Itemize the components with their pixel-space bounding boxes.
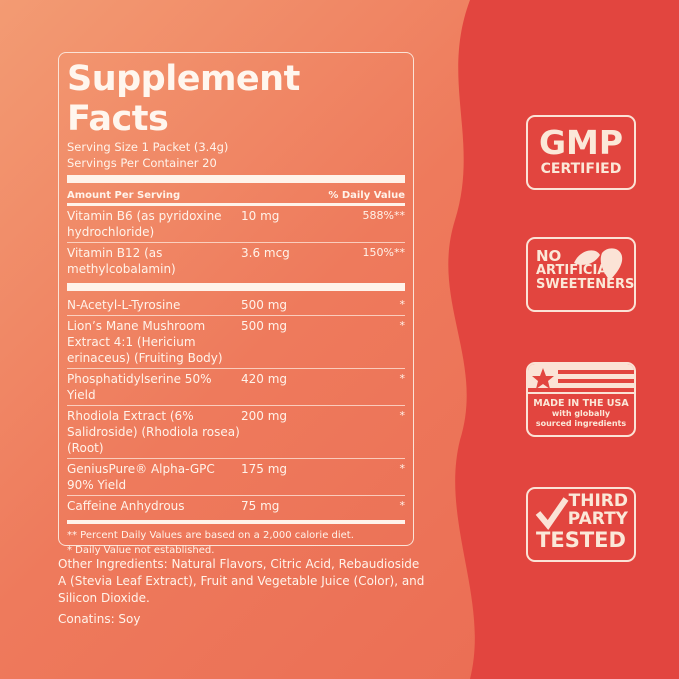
nutrient-name: GeniusPure® Alpha-GPC 90% Yield <box>67 462 215 492</box>
nutrient-row: Vitamin B12 (as methylcobalamin) 3.6 mcg 1… <box>67 243 405 279</box>
nutrient-row: Lion’s Mane Mushroom Extract 4:1 (Herici… <box>67 316 405 369</box>
checkmark-icon <box>535 497 569 530</box>
panel-title: Supplement Facts <box>67 59 300 139</box>
nutrient-row: N-Acetyl-L-Tyrosine 500 mg * <box>67 295 405 316</box>
sweeteners-text: SWEETENERS <box>536 277 635 292</box>
column-header: Amount Per Serving % Daily Value <box>67 187 405 203</box>
certified-text: CERTIFIED <box>540 161 622 177</box>
nutrient-name: Vitamin B6 (as pyridoxine hydrochloride) <box>67 209 222 239</box>
nutrient-daily-value: * <box>399 372 406 385</box>
nutrient-row: Phosphatidylserine 50% Yield 420 mg * <box>67 369 405 406</box>
made-in-usa-text: MADE IN THE USA <box>533 398 629 409</box>
nutrient-amount: 75 mg <box>241 499 280 513</box>
amount-header: Amount Per Serving <box>67 190 181 201</box>
nutrient-amount: 10 mg <box>241 209 280 223</box>
nutrient-name: Caffeine Anhydrous <box>67 499 185 513</box>
no-text: NO <box>536 247 562 265</box>
artificial-text: ARTIFICIAL <box>536 263 616 278</box>
other-ingredients: Other Ingredients: Natural Flavors, Citr… <box>58 557 425 605</box>
nutrient-daily-value: 150%** <box>362 246 405 259</box>
nutrient-row: Rhodiola Extract (6% Salidroside) (Rhodi… <box>67 406 405 459</box>
nutrient-name: Rhodiola Extract (6% Salidroside) (Rhodi… <box>67 409 240 455</box>
sourced-text: sourced ingredients <box>535 419 627 428</box>
third-text: THIRD <box>568 491 628 511</box>
nutrient-amount: 200 mg <box>241 409 288 423</box>
nutrient-name: Phosphatidylserine 50% Yield <box>67 372 212 402</box>
allergen-contains: Conatins: Soy <box>58 612 141 626</box>
nutrient-row: Vitamin B6 (as pyridoxine hydrochloride)… <box>67 206 405 243</box>
nutrient-name: N-Acetyl-L-Tyrosine <box>67 298 181 312</box>
divider-bar <box>67 283 405 291</box>
nutrient-name: Vitamin B12 (as methylcobalamin) <box>67 246 176 276</box>
divider-bar <box>67 520 405 524</box>
nutrient-row: Caffeine Anhydrous 75 mg * <box>67 496 405 516</box>
nutrient-daily-value: * <box>399 409 406 422</box>
made-in-usa-badge: MADE IN THE USA with globally sourced in… <box>526 362 636 437</box>
supplement-facts-panel: Supplement Facts Serving Size 1 Packet (… <box>58 52 414 556</box>
nutrient-name: Lion’s Mane Mushroom Extract 4:1 (Herici… <box>67 319 223 365</box>
gmp-certified-badge: GMP CERTIFIED <box>526 115 636 190</box>
nutrient-amount: 420 mg <box>241 372 288 386</box>
nutrient-daily-value: * <box>399 499 406 512</box>
no-artificial-sweeteners-badge: NO ARTIFICIAL SWEETENERS <box>526 237 636 312</box>
serving-size: Serving Size 1 Packet (3.4g) <box>67 140 229 154</box>
nutrient-daily-value: 588%** <box>362 209 405 222</box>
flag-icon <box>528 364 634 394</box>
nutrient-amount: 3.6 mcg <box>241 246 290 260</box>
nutrient-daily-value: * <box>399 319 406 332</box>
third-party-tested-badge: THIRD PARTY TESTED <box>526 487 636 562</box>
servings-per-container: Servings Per Container 20 <box>67 156 217 170</box>
nutrient-daily-value: * <box>399 462 406 475</box>
tested-text: TESTED <box>536 528 626 552</box>
nutrient-amount: 500 mg <box>241 319 288 333</box>
nutrient-amount: 175 mg <box>241 462 288 476</box>
gmp-text: GMP <box>538 123 624 162</box>
divider-bar <box>67 203 405 206</box>
dv-header: % Daily Value <box>328 190 405 201</box>
leaf-icon <box>574 248 623 281</box>
footnote-not-established: * Daily Value not established. <box>67 545 215 556</box>
footnote-dv: ** Percent Daily Values are based on a 2… <box>67 530 354 541</box>
party-text: PARTY <box>567 509 628 529</box>
nutrient-row: GeniusPure® Alpha-GPC 90% Yield 175 mg * <box>67 459 405 496</box>
divider-bar <box>67 175 405 183</box>
nutrient-amount: 500 mg <box>241 298 288 312</box>
nutrient-daily-value: * <box>399 298 406 311</box>
globally-text: with globally <box>551 409 611 418</box>
